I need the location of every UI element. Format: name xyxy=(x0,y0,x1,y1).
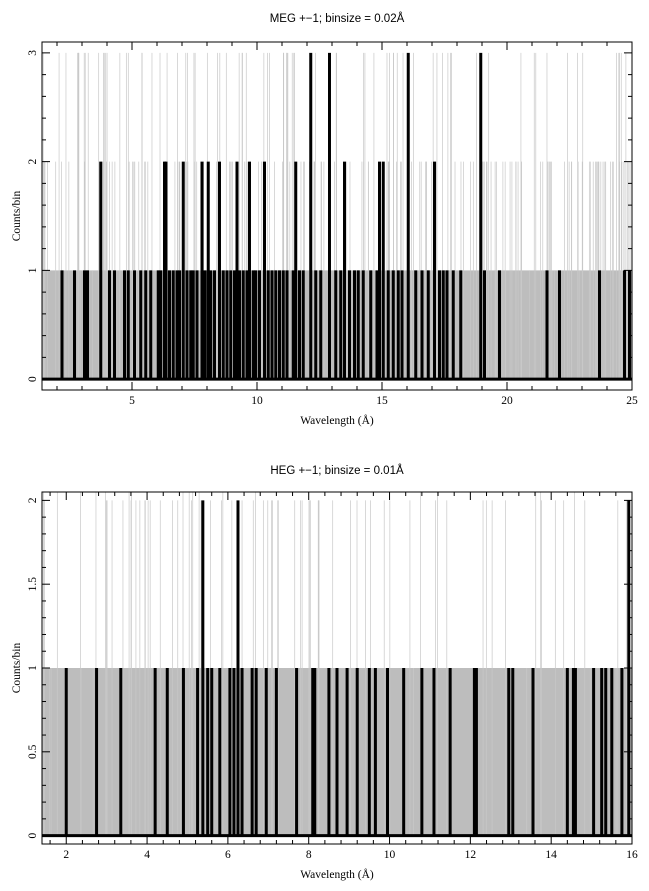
x-tick-label: 20 xyxy=(501,395,513,407)
y-tick-label: 3 xyxy=(27,50,39,56)
counts-series xyxy=(64,500,631,836)
heg-panel: 2 4 6 8 10 12 14 16 0 0.5 1 1.5 2 HEG +−1; binsize = … xyxy=(11,464,638,881)
x-tick-label: 25 xyxy=(626,395,638,407)
y-tick-label: 0 xyxy=(27,832,39,838)
counts-series xyxy=(60,52,631,380)
x-tick-label: 10 xyxy=(384,849,396,861)
y-tick-label: 0.5 xyxy=(27,744,39,759)
y-ticks xyxy=(42,499,632,837)
x-tick-label: 4 xyxy=(144,849,150,861)
x-tick-label: 6 xyxy=(225,849,231,861)
x-tick-label: 14 xyxy=(545,849,557,861)
meg-panel: 5 10 15 20 25 0 1 2 3 MEG +−1; binsize = 0.02Å Wav… xyxy=(11,12,638,427)
x-tick-label: 10 xyxy=(251,395,263,407)
plot-frame xyxy=(41,41,633,391)
y-tick-label: 1 xyxy=(27,267,39,273)
model-lines xyxy=(43,492,627,836)
y-axis-label: Counts/bin xyxy=(11,191,23,242)
y-axis-label: Counts/bin xyxy=(11,643,23,694)
y-tick-label: 1 xyxy=(27,665,39,671)
y-tick-label: 1.5 xyxy=(27,577,39,592)
x-axis-label: Wavelength (Å) xyxy=(300,413,374,427)
x-tick-label: 5 xyxy=(129,395,135,407)
x-ticks xyxy=(56,42,633,390)
y-tick-label: 2 xyxy=(27,497,39,503)
x-tick-label: 12 xyxy=(465,849,477,861)
x-ticks xyxy=(49,492,633,844)
y-tick-label: 2 xyxy=(27,159,39,165)
y-ticks xyxy=(42,52,632,380)
chart-title: HEG +−1; binsize = 0.01Å xyxy=(270,464,404,477)
x-tick-label: 8 xyxy=(306,849,312,861)
chart-title: MEG +−1; binsize = 0.02Å xyxy=(270,12,405,25)
x-tick-label: 2 xyxy=(63,849,69,861)
x-tick-label: 16 xyxy=(626,849,638,861)
y-tick-label: 0 xyxy=(27,376,39,382)
x-axis-label: Wavelength (Å) xyxy=(300,867,374,881)
x-tick-label: 15 xyxy=(376,395,388,407)
